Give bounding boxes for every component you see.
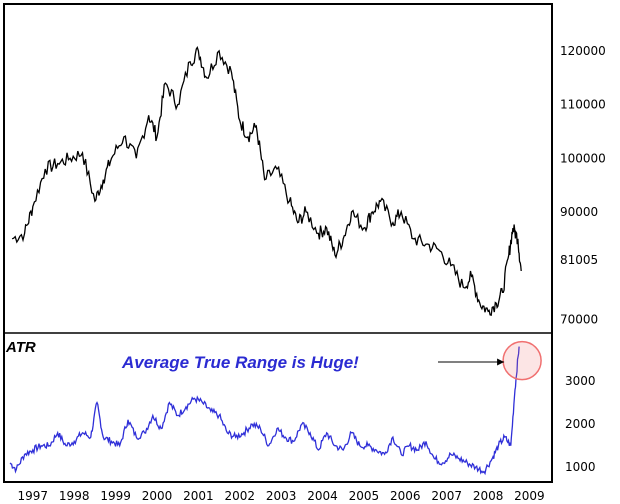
price-y-tick-label: 81005 — [560, 253, 598, 267]
x-tick-label: 2009 — [514, 489, 545, 503]
x-tick-label: 2001 — [183, 489, 214, 503]
price-panel: 70000 81005 90000 100000 110000 120000 — [11, 44, 606, 326]
price-y-axis: 70000 81005 90000 100000 110000 120000 — [560, 44, 606, 326]
x-tick-label: 2000 — [142, 489, 173, 503]
x-tick-label: 1997 — [18, 489, 49, 503]
x-tick-label: 2004 — [307, 489, 338, 503]
x-tick-label: 2007 — [431, 489, 462, 503]
price-y-tick-label: 110000 — [560, 98, 606, 112]
price-y-tick-label: 100000 — [560, 151, 606, 165]
price-series-line — [11, 46, 522, 317]
price-y-tick-label: 120000 — [560, 44, 606, 58]
atr-y-tick-label: 1000 — [565, 460, 596, 474]
price-y-tick-label: 90000 — [560, 205, 598, 219]
x-tick-label: 2003 — [266, 489, 297, 503]
x-tick-label: 1998 — [59, 489, 90, 503]
atr-y-tick-label: 2000 — [565, 417, 596, 431]
x-tick-label: 2006 — [390, 489, 421, 503]
atr-annotation: Average True Range is Huge! — [121, 353, 359, 372]
atr-highlight-circle — [502, 340, 542, 381]
atr-panel: ATR 1000 2000 3000 Average True Range is H… — [5, 339, 596, 476]
atr-y-axis: 1000 2000 3000 — [565, 374, 596, 474]
annotation-arrowhead — [497, 358, 505, 366]
price-y-tick-label: 70000 — [560, 312, 598, 326]
x-axis: 1997 1998 1999 2000 2001 2002 2003 2004 2005 2006… — [18, 489, 545, 503]
x-tick-label: 1999 — [100, 489, 131, 503]
atr-indicator-label: ATR — [5, 339, 36, 356]
x-tick-label: 2008 — [473, 489, 504, 503]
x-tick-label: 2002 — [225, 489, 256, 503]
atr-series-line — [9, 346, 520, 476]
plot-frame — [3, 3, 553, 483]
x-tick-label: 2005 — [349, 489, 380, 503]
atr-y-tick-label: 3000 — [565, 374, 596, 388]
